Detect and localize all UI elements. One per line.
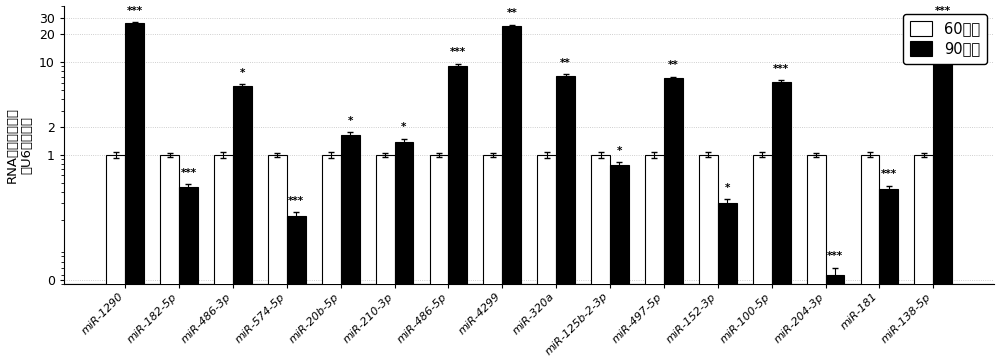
Bar xyxy=(214,155,233,363)
Text: **: ** xyxy=(506,8,517,18)
Bar xyxy=(772,82,791,363)
Bar xyxy=(376,155,395,363)
Bar xyxy=(483,155,502,363)
Bar xyxy=(699,155,718,363)
Bar xyxy=(106,155,125,363)
Bar xyxy=(933,23,952,363)
Text: **: ** xyxy=(668,60,679,70)
Bar xyxy=(179,187,198,363)
Text: ***: *** xyxy=(935,5,951,16)
Text: ***: *** xyxy=(127,5,143,16)
Bar xyxy=(430,155,448,363)
Text: *: * xyxy=(617,146,622,156)
Bar xyxy=(807,155,826,363)
Bar xyxy=(753,155,772,363)
Bar xyxy=(233,86,252,363)
Bar xyxy=(664,78,683,363)
Bar xyxy=(861,155,879,363)
Text: *: * xyxy=(725,183,730,193)
Bar xyxy=(160,155,179,363)
Bar xyxy=(125,23,144,363)
Text: ***: *** xyxy=(180,168,197,178)
Bar xyxy=(914,155,933,363)
Bar xyxy=(502,26,521,363)
Bar xyxy=(610,165,629,363)
Text: ***: *** xyxy=(450,47,466,57)
Bar xyxy=(448,66,467,363)
Bar xyxy=(322,155,341,363)
Text: *: * xyxy=(240,68,245,78)
Text: *: * xyxy=(347,116,353,126)
Bar xyxy=(537,155,556,363)
Y-axis label: RNA相对表达水平
（U6归一化）: RNA相对表达水平 （U6归一化） xyxy=(6,107,34,183)
Bar xyxy=(879,189,898,363)
Bar xyxy=(341,135,360,363)
Bar xyxy=(268,155,287,363)
Text: ***: *** xyxy=(288,196,304,205)
Bar xyxy=(287,216,306,363)
Text: *: * xyxy=(401,122,407,132)
Text: ***: *** xyxy=(881,170,897,179)
Bar xyxy=(556,76,575,363)
Text: **: ** xyxy=(560,58,571,68)
Text: ***: *** xyxy=(827,251,843,261)
Bar xyxy=(718,203,737,363)
Bar xyxy=(826,275,844,363)
Text: ***: *** xyxy=(773,64,789,74)
Bar xyxy=(395,142,413,363)
Bar xyxy=(645,155,664,363)
Bar xyxy=(591,155,610,363)
Legend: 60岁组, 90岁组: 60岁组, 90岁组 xyxy=(903,14,987,64)
